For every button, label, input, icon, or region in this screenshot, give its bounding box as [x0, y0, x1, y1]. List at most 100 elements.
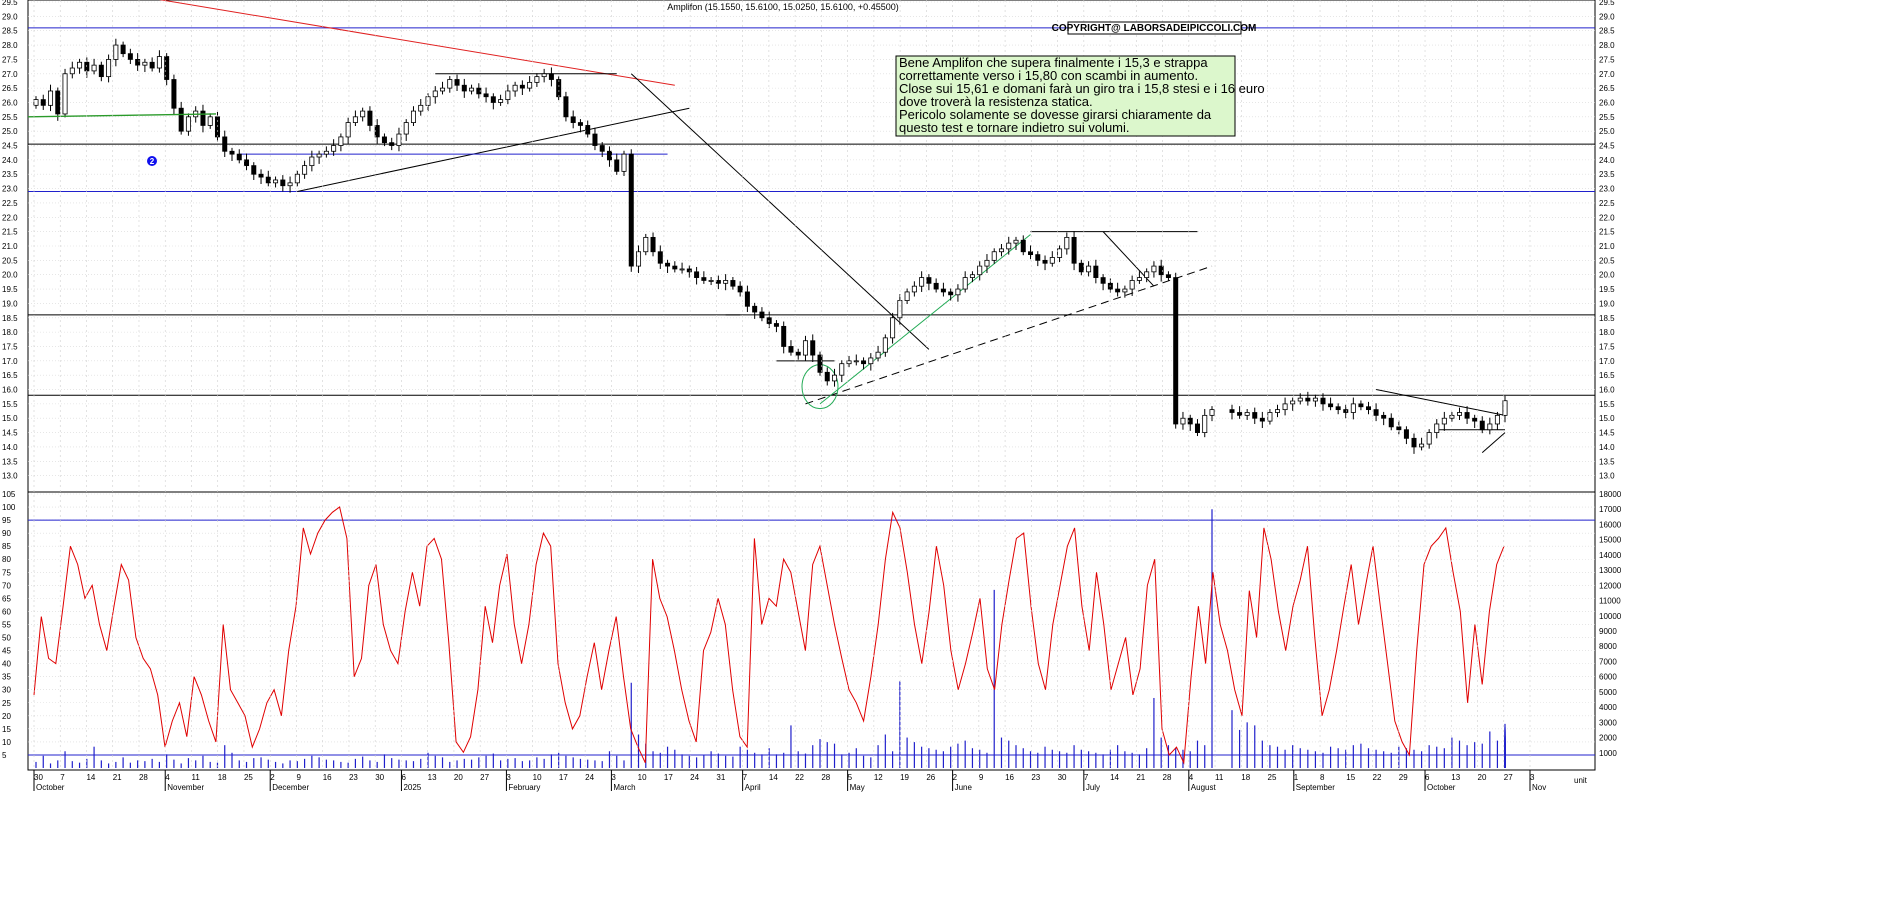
price-tick-label-left: 23.5 — [2, 170, 18, 179]
price-tick-label-right: 28.0 — [1599, 41, 1615, 50]
price-tick-label-right: 25.0 — [1599, 127, 1615, 136]
candle-body — [911, 285, 917, 293]
date-tick-label: 11 — [1215, 773, 1224, 782]
date-tick-label: 24 — [585, 773, 594, 782]
oscillator-tick-label: 25 — [2, 699, 11, 708]
candle-body — [280, 179, 286, 187]
price-tick-label-right: 28.5 — [1599, 27, 1615, 36]
price-tick-label-right: 29.0 — [1599, 12, 1615, 21]
candle-body — [171, 79, 177, 109]
price-tick-label-left: 25.5 — [2, 113, 18, 122]
price-tick-label-right: 26.5 — [1599, 84, 1615, 93]
candle-body — [686, 268, 692, 273]
candle-body — [1202, 414, 1208, 433]
candle-body — [556, 79, 562, 98]
candle-body — [69, 67, 75, 75]
candle-body — [984, 259, 990, 267]
oscillator-tick-label: 105 — [2, 490, 16, 499]
date-tick-label: 27 — [480, 773, 489, 782]
candle-body — [1100, 277, 1106, 284]
candle-body — [1013, 239, 1019, 244]
price-tick-label-left: 22.0 — [2, 213, 18, 222]
price-panel: 13.0 13.0 13.5 13.5 14.0 14.0 14.5 14.5 15.0 15.0… — [2, 0, 1615, 493]
date-tick-label: 30 — [34, 773, 43, 782]
candle-body — [33, 99, 39, 106]
price-tick-label-right: 20.0 — [1599, 271, 1615, 280]
candle-body — [723, 280, 729, 284]
candle-body — [505, 90, 511, 101]
marker-badge: 2 — [147, 156, 157, 166]
date-tick-label: 21 — [113, 773, 122, 782]
candle-body — [1252, 412, 1258, 419]
date-tick-label: 25 — [1268, 773, 1277, 782]
oscillator-tick-label: 20 — [2, 712, 11, 721]
candle-body — [1049, 257, 1055, 264]
candle-body — [890, 317, 896, 339]
annotation-line-3: Close sui 15,61 e domani farà un giro tr… — [899, 81, 1265, 96]
candle-body — [1020, 239, 1026, 253]
annotation-box: Bene Amplifon che supera finalmente i 15… — [895, 55, 1265, 137]
date-tick-label: 20 — [454, 773, 463, 782]
candle-body — [1035, 254, 1041, 261]
candle-body — [1057, 248, 1063, 258]
date-tick-label: 7 — [743, 773, 748, 782]
candle-body — [367, 110, 373, 126]
price-tick-label-left: 20.5 — [2, 256, 18, 265]
candle-body — [1275, 409, 1281, 413]
price-tick-label-right: 17.5 — [1599, 342, 1615, 351]
candle-body — [1042, 259, 1048, 264]
candle-body — [1396, 426, 1402, 431]
price-tick-label-left: 24.0 — [2, 156, 18, 165]
candle-body — [955, 288, 961, 296]
candle-body — [185, 116, 191, 132]
annotation-line-5: Pericolo solamente se dovesse girarsi ch… — [899, 107, 1212, 122]
price-tick-label-right: 22.5 — [1599, 199, 1615, 208]
oscillator-tick-label: 60 — [2, 607, 11, 616]
trendline — [1375, 389, 1506, 416]
date-tick-label: 31 — [716, 773, 725, 782]
candle-body — [1328, 403, 1334, 408]
candle-body — [759, 311, 765, 319]
price-tick-label-left: 18.0 — [2, 328, 18, 337]
date-tick-label: 3 — [611, 773, 616, 782]
candle-body — [1373, 409, 1379, 416]
copyright-box: COPYRIGHT@ LABORSADEIPICCOLI.COM — [1052, 21, 1256, 35]
month-label: 2025 — [403, 783, 421, 792]
candle-body — [84, 61, 90, 72]
volume-tick-label: 8000 — [1599, 642, 1617, 651]
date-tick-label: 12 — [874, 773, 883, 782]
candle-body — [418, 104, 424, 112]
candle-body — [577, 122, 583, 126]
date-tick-label: 26 — [926, 773, 935, 782]
date-tick-label: 25 — [244, 773, 253, 782]
candle-body — [948, 291, 954, 296]
date-tick-label: 7 — [60, 773, 65, 782]
candle-body — [998, 248, 1004, 253]
price-tick-label-left: 22.5 — [2, 199, 18, 208]
volume-bars — [35, 509, 1506, 768]
date-tick-label: 20 — [1478, 773, 1487, 782]
candle-body — [1244, 412, 1250, 416]
price-tick-label-left: 27.0 — [2, 70, 18, 79]
candle-body — [708, 280, 714, 282]
price-tick-label-left: 20.0 — [2, 271, 18, 280]
price-tick-label-left: 15.5 — [2, 400, 18, 409]
candle-body — [636, 251, 642, 267]
price-tick-label-right: 27.5 — [1599, 55, 1615, 64]
volume-tick-label: 5000 — [1599, 688, 1617, 697]
date-tick-label: 28 — [1163, 773, 1172, 782]
date-tick-label: 9 — [296, 773, 301, 782]
candle-body — [374, 125, 380, 138]
oscillator-tick-label: 70 — [2, 581, 11, 590]
candle-body — [1064, 236, 1070, 250]
candle-body — [483, 93, 489, 98]
candle-body — [643, 236, 649, 253]
oscillator-tick-label: 85 — [2, 542, 11, 551]
candle-body — [679, 268, 685, 271]
oscillator-line — [33, 506, 1505, 765]
annotation-line-2: correttamente verso i 15,80 con scambi i… — [899, 68, 1198, 83]
price-tick-label-right: 21.0 — [1599, 242, 1615, 251]
volume-tick-label: 10000 — [1599, 612, 1622, 621]
annotation-line-4: dove troverà la resistenza statica. — [899, 94, 1093, 109]
oscillator-levels — [28, 519, 1595, 756]
